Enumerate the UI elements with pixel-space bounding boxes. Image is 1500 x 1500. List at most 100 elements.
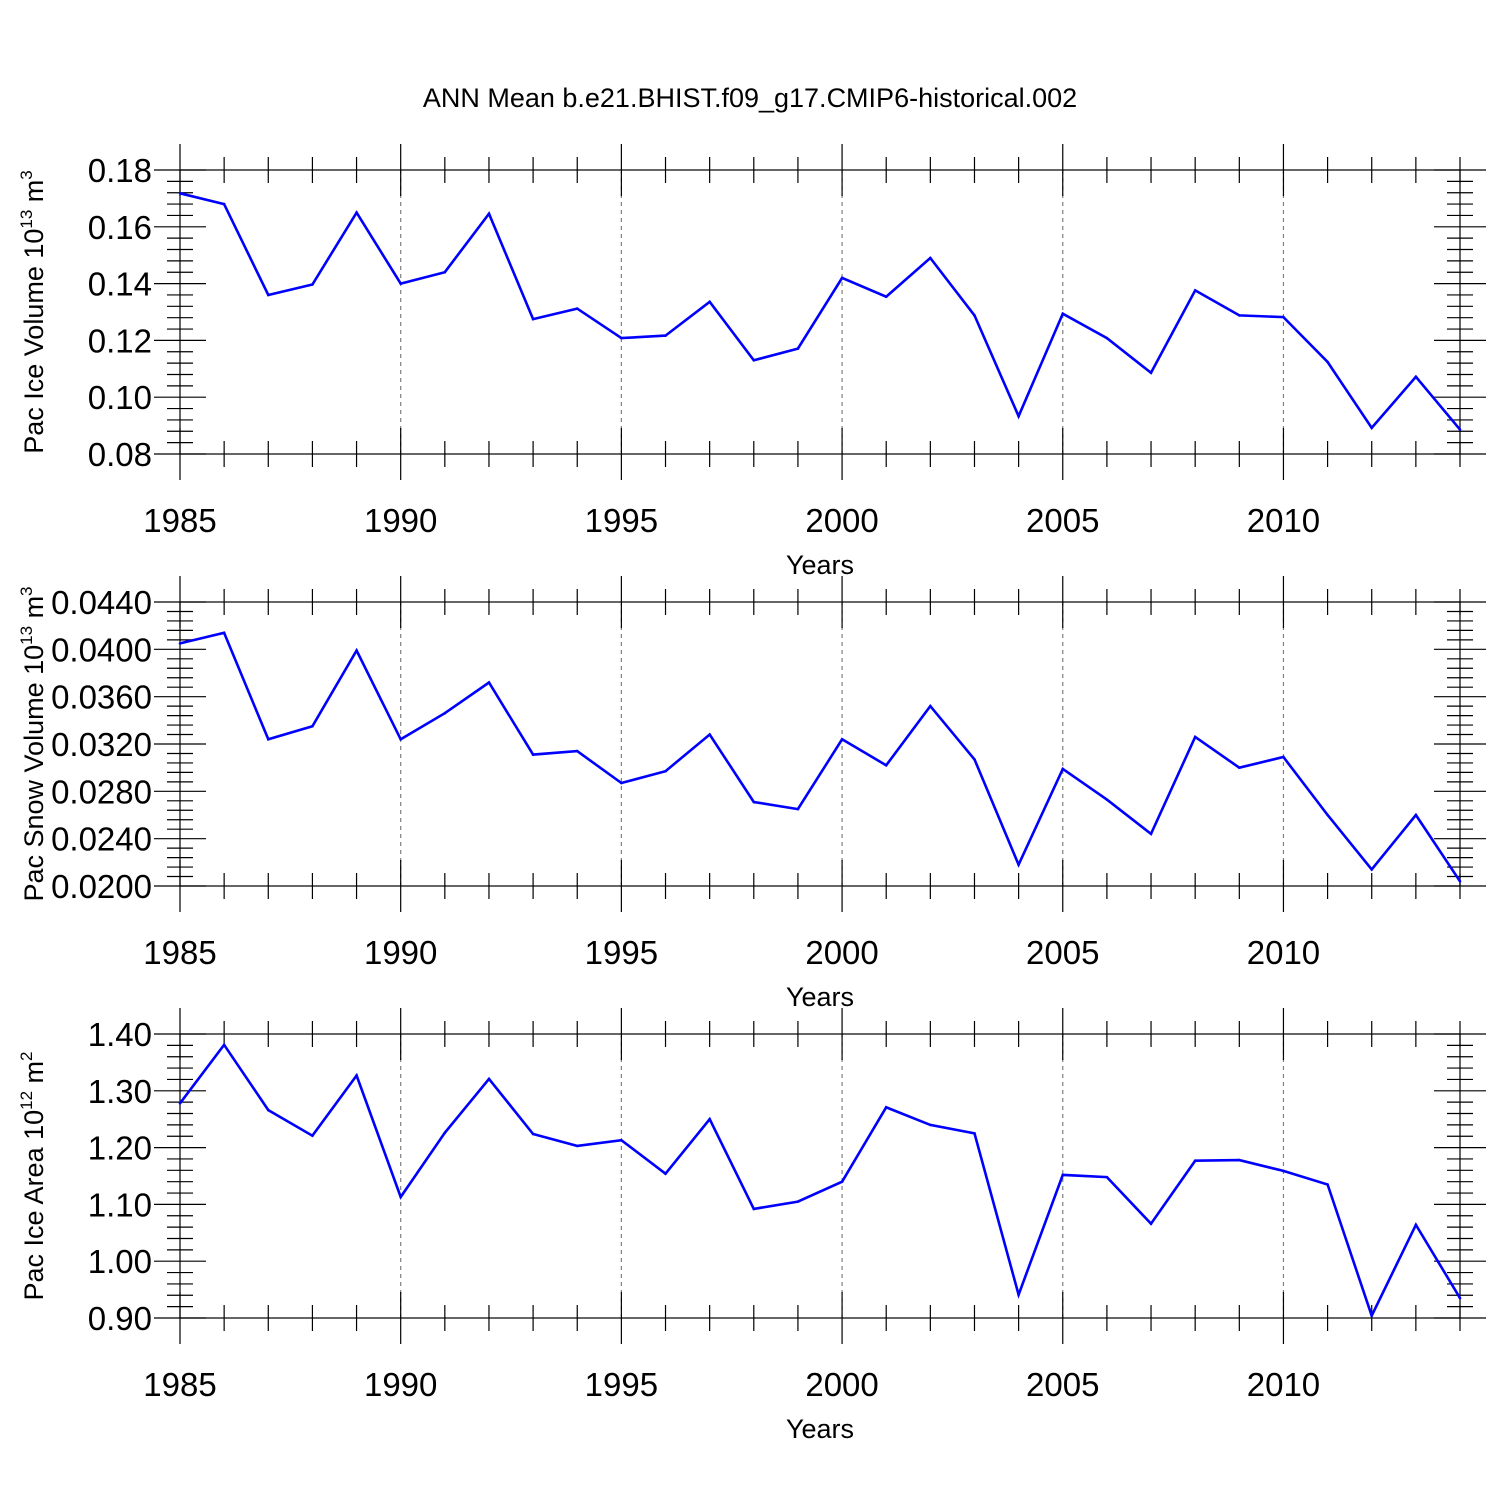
data-point — [266, 293, 270, 297]
panel-2: 0.0200 0.0240 0.0280 0.0320 0.0360 0.0400 0.04… — [17, 576, 1486, 1012]
x-tick-label: 2010 — [1247, 502, 1320, 539]
y-tick-label: 0.08 — [88, 436, 152, 473]
y-tick-label: 0.0400 — [51, 631, 152, 668]
data-point — [840, 276, 844, 280]
data-point — [708, 300, 711, 304]
data-point — [664, 334, 667, 337]
data-point — [1105, 336, 1109, 340]
panels: 0.08 0.10 0.12 0.14 0.16 0.18 1985 1990 1995 2000… — [17, 144, 1486, 1444]
y-tick-label: 1.30 — [88, 1073, 152, 1110]
y-tick-label: 0.90 — [88, 1300, 152, 1337]
y-tick-label: 1.40 — [88, 1016, 152, 1053]
y-axis-label-unit-exponent: 3 — [17, 586, 36, 595]
y-tick-label: 1.10 — [88, 1186, 152, 1223]
data-point — [884, 764, 888, 767]
x-tick-label: 1990 — [364, 502, 437, 539]
data-point — [752, 1207, 756, 1211]
data-point — [575, 1144, 579, 1148]
data-point — [311, 283, 314, 286]
y-tick-label: 0.12 — [88, 322, 152, 359]
data-point — [752, 800, 756, 804]
data-point — [1370, 868, 1374, 871]
x-tick-label: 2000 — [805, 502, 878, 539]
y-tick-label: 1.00 — [88, 1243, 152, 1280]
x-tick-label: 1995 — [585, 934, 658, 971]
y-axis-label-text: Pac Ice Area 10 — [19, 1110, 49, 1301]
x-tick-label: 2005 — [1026, 502, 1099, 539]
data-point — [1061, 767, 1065, 771]
data-point — [443, 711, 447, 715]
x-tick-label: 1995 — [585, 1366, 658, 1403]
data-point — [664, 1172, 667, 1176]
data-point — [840, 737, 844, 741]
y-tick-label: 0.0360 — [51, 679, 152, 716]
data-point — [1414, 813, 1418, 817]
y-axis-label-unit-exponent: 2 — [17, 1051, 36, 1060]
data-point — [973, 1132, 976, 1135]
y-axis-label-text: Pac Ice Volume 10 — [19, 229, 49, 454]
data-point — [1458, 428, 1462, 431]
data-point — [708, 1117, 711, 1121]
y-tick-label: 0.14 — [88, 266, 152, 303]
x-tick-label: 2000 — [805, 1366, 878, 1403]
data-point — [796, 1200, 800, 1203]
data-point — [1238, 314, 1241, 317]
y-tick-label: 0.18 — [88, 152, 152, 189]
data-point — [1193, 1159, 1197, 1162]
data-point — [840, 1180, 844, 1183]
data-point — [1458, 879, 1462, 883]
data-point — [531, 317, 535, 321]
data-point — [355, 649, 358, 652]
data-point — [355, 1074, 358, 1077]
y-tick-label: 0.0240 — [51, 821, 152, 858]
y-tick-label: 0.0280 — [51, 773, 152, 810]
y-axis-label: Pac Snow Volume 1013 m3 — [17, 586, 49, 901]
data-point — [708, 733, 711, 736]
data-point — [884, 295, 888, 298]
data-point — [1282, 755, 1285, 759]
data-point — [1061, 312, 1065, 316]
data-point — [487, 1077, 491, 1081]
data-point — [884, 1105, 888, 1109]
data-point — [929, 704, 932, 708]
data-point — [399, 737, 402, 741]
data-point — [399, 282, 402, 285]
data-point — [178, 642, 182, 645]
data-point — [222, 1043, 226, 1047]
plot-frame — [179, 1033, 1461, 1319]
x-tick-label: 1985 — [143, 1366, 216, 1403]
data-point — [575, 307, 579, 310]
data-point — [620, 336, 623, 340]
data-point — [178, 191, 182, 195]
y-axis-label-unit: m — [19, 1061, 49, 1091]
data-point — [311, 1134, 314, 1137]
data-point — [1193, 289, 1197, 292]
y-axis-label-unit-exponent: 3 — [17, 170, 36, 179]
data-point — [1370, 426, 1374, 430]
x-axis-label: Years — [786, 982, 854, 1012]
y-tick-label: 0.0200 — [51, 868, 152, 905]
x-tick-label: 2005 — [1026, 1366, 1099, 1403]
x-tick-label: 1985 — [143, 502, 216, 539]
data-point — [1149, 832, 1153, 836]
series-line — [179, 192, 1461, 431]
x-tick-label: 2010 — [1247, 1366, 1320, 1403]
data-point — [531, 1132, 535, 1136]
data-point — [1282, 1169, 1285, 1173]
data-point — [1193, 735, 1197, 739]
data-point — [531, 753, 535, 756]
data-point — [222, 202, 226, 206]
y-tick-label: 1.20 — [88, 1130, 152, 1167]
series-line — [179, 631, 1462, 883]
data-point — [399, 1195, 402, 1199]
y-axis-label: Pac Ice Volume 1013 m3 — [17, 170, 49, 454]
figure-title: ANN Mean b.e21.BHIST.f09_g17.CMIP6-histo… — [423, 83, 1077, 113]
x-tick-label: 2000 — [805, 934, 878, 971]
y-tick-label: 0.0440 — [51, 584, 152, 621]
series-line — [178, 1042, 1462, 1320]
y-tick-label: 0.16 — [88, 209, 152, 246]
data-point — [443, 1131, 447, 1135]
data-point — [1414, 1223, 1418, 1227]
y-axis-label-exponent: 12 — [17, 1091, 36, 1110]
